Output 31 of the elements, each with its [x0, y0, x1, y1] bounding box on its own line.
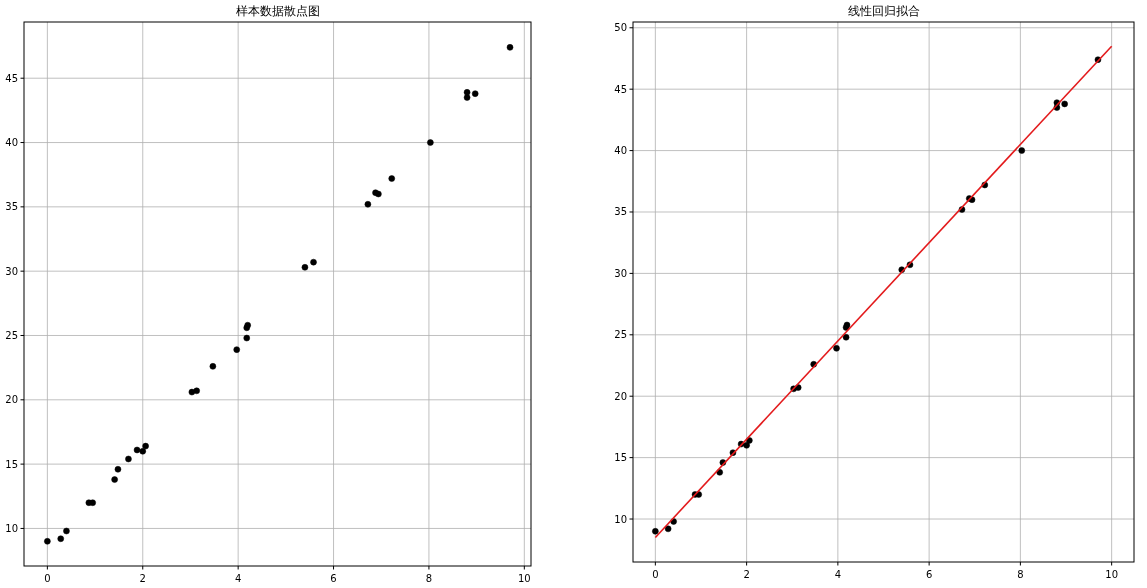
y-tick-label: 10 — [5, 522, 18, 534]
x-tick-label: 10 — [517, 573, 531, 584]
y-tick-label: 20 — [5, 394, 18, 406]
y-tick-label: 30 — [5, 265, 18, 277]
x-tick-label: 10 — [1105, 569, 1119, 580]
y-tick-label: 40 — [5, 137, 18, 149]
chart-title: 样本数据散点图 — [235, 4, 320, 18]
y-tick-label: 40 — [614, 145, 627, 157]
x-tick-label: 6 — [925, 569, 933, 580]
x-tick-label: 0 — [44, 573, 51, 584]
x-tick-label: 8 — [425, 573, 433, 584]
y-tick-label: 25 — [5, 329, 18, 341]
x-tick-label: 4 — [834, 569, 842, 580]
x-tick-label: 2 — [743, 569, 750, 580]
y-tick-label: 15 — [5, 458, 18, 470]
y-tick-label: 45 — [5, 72, 18, 84]
y-tick-label: 30 — [614, 267, 627, 279]
y-tick-label: 45 — [614, 83, 627, 95]
x-tick-label: 2 — [139, 573, 146, 584]
y-tick-label: 50 — [614, 22, 627, 34]
chart-title: 线性回归拟合 — [847, 4, 920, 18]
y-tick-label: 35 — [614, 206, 627, 218]
x-tick-label: 8 — [1017, 569, 1024, 580]
y-tick-label: 35 — [5, 201, 18, 213]
y-tick-label: 25 — [614, 329, 627, 341]
x-tick-label: 6 — [330, 573, 337, 584]
y-tick-label: 10 — [614, 513, 627, 525]
x-tick-label: 0 — [652, 569, 659, 580]
y-tick-label: 15 — [614, 452, 627, 464]
x-tick-label: 4 — [234, 573, 242, 584]
y-tick-label: 20 — [614, 390, 627, 402]
